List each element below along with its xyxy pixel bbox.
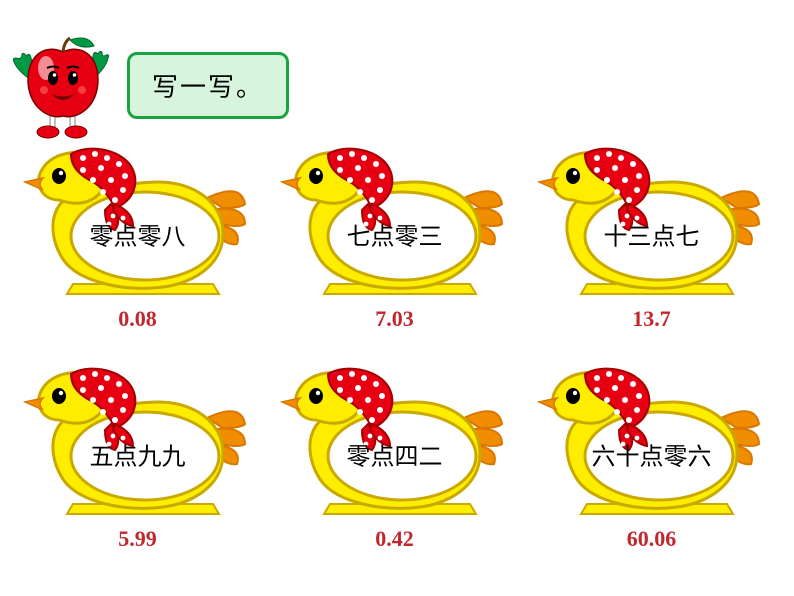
answer-value: 0.08 — [118, 306, 157, 332]
chick-icon: 零点四二 — [280, 358, 510, 518]
instruction-text: 写一写。 — [152, 73, 264, 102]
answer-value: 5.99 — [118, 526, 157, 552]
answer-value: 0.42 — [375, 526, 414, 552]
chick-icon: 五点九九 — [23, 358, 253, 518]
answer-value: 7.03 — [375, 306, 414, 332]
chinese-label: 六十点零六 — [592, 437, 712, 472]
chick-icon: 七点零三 — [280, 138, 510, 298]
card-5: 六十点零六 60.06 — [534, 358, 769, 578]
card-3: 五点九九 5.99 — [20, 358, 255, 578]
chick-icon: 十三点七 — [537, 138, 767, 298]
chinese-label: 十三点七 — [604, 217, 700, 252]
chinese-label: 五点九九 — [90, 437, 186, 472]
chinese-label: 零点零八 — [90, 217, 186, 252]
card-4: 零点四二 0.42 — [277, 358, 512, 578]
chick-icon: 六十点零六 — [537, 358, 767, 518]
instruction-bubble: 写一写。 — [127, 52, 289, 119]
chinese-label: 零点四二 — [347, 437, 443, 472]
chick-icon: 零点零八 — [23, 138, 253, 298]
card-1: 七点零三 7.03 — [277, 138, 512, 358]
answer-value: 13.7 — [632, 306, 671, 332]
card-0: 零点零八 0.08 — [20, 138, 255, 358]
apple-mascot — [8, 32, 118, 142]
card-grid: 零点零八 0.08 七点零三 7.03 — [20, 138, 780, 578]
card-2: 十三点七 13.7 — [534, 138, 769, 358]
answer-value: 60.06 — [627, 526, 677, 552]
chinese-label: 七点零三 — [347, 217, 443, 252]
